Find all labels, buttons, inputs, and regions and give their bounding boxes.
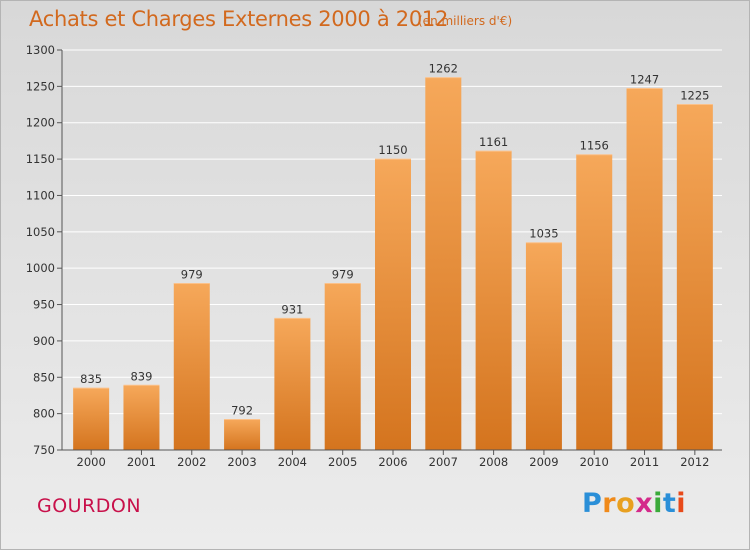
logo-letter: t xyxy=(662,488,677,519)
bar-value-label: 839 xyxy=(130,369,152,383)
labels: 750 800 850 900 950 1000 1050 1100 1150 1200 1250 1… xyxy=(26,43,710,469)
bar xyxy=(425,77,462,451)
bar-value-label: 979 xyxy=(181,267,203,281)
bar-value-label: 1225 xyxy=(680,89,709,103)
x-tick-label: 2003 xyxy=(227,455,256,469)
logo-letter: o xyxy=(616,488,636,519)
logo-letter: i xyxy=(653,488,663,519)
y-tick-label: 750 xyxy=(33,443,55,457)
bar-value-label: 931 xyxy=(281,302,303,316)
bar-value-label: 1035 xyxy=(529,227,558,241)
x-tick-label: 2009 xyxy=(529,455,558,469)
x-tick-label: 2005 xyxy=(328,455,357,469)
x-tick-label: 2004 xyxy=(278,455,307,469)
logo-letter: x xyxy=(635,488,654,519)
bar xyxy=(73,388,110,450)
bar-value-label: 1262 xyxy=(429,62,458,76)
bar-value-label: 792 xyxy=(231,403,253,417)
bar xyxy=(576,154,613,450)
x-tick-label: 2002 xyxy=(177,455,206,469)
x-tick-label: 2000 xyxy=(77,455,106,469)
y-tick-label: 1250 xyxy=(26,79,55,93)
bar-value-label: 979 xyxy=(332,267,354,281)
bar xyxy=(375,159,411,450)
x-tick-label: 2001 xyxy=(127,455,156,469)
y-tick-label: 1100 xyxy=(26,188,55,202)
logo-letter: r xyxy=(602,488,617,519)
y-tick-label: 950 xyxy=(33,298,55,312)
bar xyxy=(525,242,562,450)
city-name: GOURDON xyxy=(37,495,142,517)
bar xyxy=(224,419,261,450)
x-tick-label: 2011 xyxy=(630,455,659,469)
bar-value-label: 835 xyxy=(80,372,102,386)
bar-value-label: 1156 xyxy=(580,139,609,153)
bar xyxy=(626,88,663,450)
y-tick-label: 1050 xyxy=(26,225,55,239)
x-tick-label: 2010 xyxy=(580,455,609,469)
y-tick-label: 850 xyxy=(33,370,55,384)
bar xyxy=(676,104,713,450)
bar-value-label: 1247 xyxy=(630,73,659,87)
logo-letter: i xyxy=(676,488,687,519)
x-tick-label: 2008 xyxy=(479,455,508,469)
y-tick-label: 1300 xyxy=(26,43,55,57)
x-tick-label: 2007 xyxy=(429,455,458,469)
axes xyxy=(57,49,722,455)
y-tick-label: 800 xyxy=(33,407,55,421)
bar-value-label: 1161 xyxy=(479,135,508,149)
x-tick-label: 2006 xyxy=(378,455,407,469)
bar xyxy=(274,318,311,450)
bar xyxy=(123,385,160,450)
bars xyxy=(73,77,713,451)
logo-letter: P xyxy=(582,488,603,519)
bar xyxy=(324,283,361,450)
chart-subtitle: (en milliers d'€) xyxy=(418,14,513,28)
bar-value-label: 1150 xyxy=(378,143,407,157)
y-tick-label: 1000 xyxy=(26,261,55,275)
y-tick-label: 1200 xyxy=(26,116,55,130)
bar xyxy=(173,283,210,450)
x-tick-label: 2012 xyxy=(680,455,709,469)
y-tick-label: 1150 xyxy=(26,152,55,166)
y-tick-label: 900 xyxy=(33,334,55,348)
proxiti-logo[interactable]: Proxiti xyxy=(582,488,686,519)
chart-title: Achats et Charges Externes 2000 à 2012 xyxy=(29,7,449,31)
bar xyxy=(475,151,512,450)
